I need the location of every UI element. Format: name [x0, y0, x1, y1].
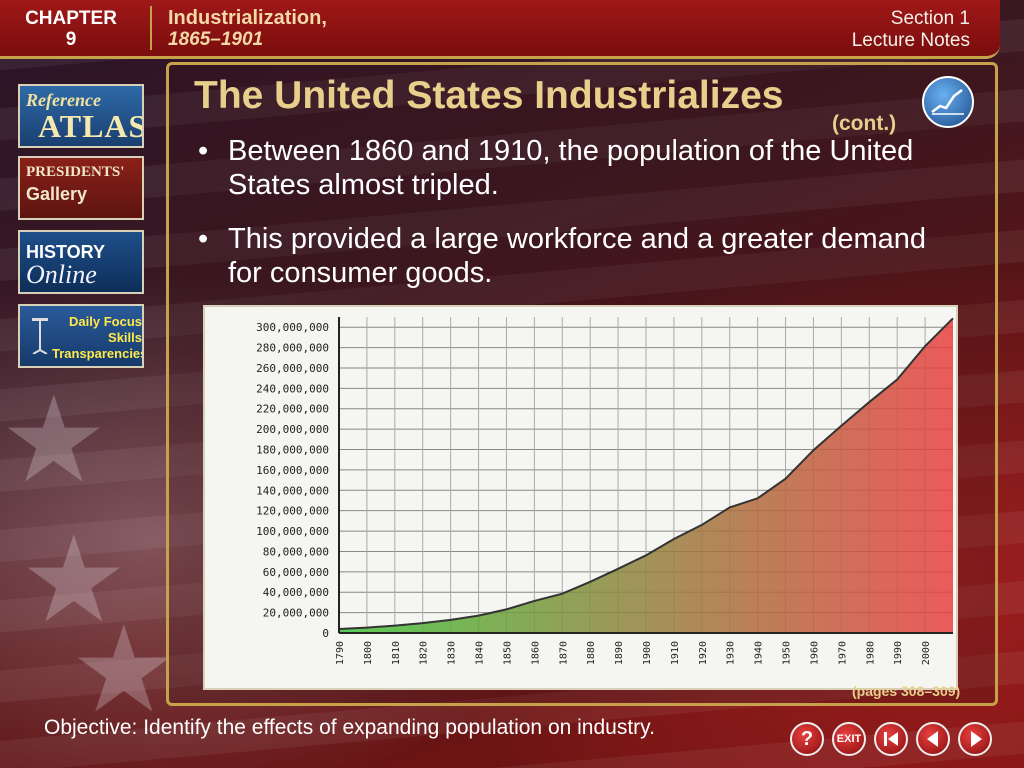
chapter-indicator: CHAPTER 9 — [16, 8, 126, 50]
x-tick-label: 1790 — [335, 641, 346, 665]
population-area — [339, 318, 953, 633]
y-tick-label: 100,000,000 — [256, 525, 329, 538]
pages-reference: (pages 308–309) — [852, 683, 961, 699]
y-tick-label: 260,000,000 — [256, 362, 329, 375]
x-tick-label: 1810 — [391, 641, 402, 665]
line-graph-icon — [931, 89, 964, 115]
reference-atlas-button[interactable]: Reference ATLAS — [18, 84, 144, 148]
x-tick-label: 1980 — [865, 641, 876, 665]
x-tick-label: 1950 — [782, 641, 793, 665]
flag-star: ★ — [20, 513, 128, 647]
y-tick-label: 240,000,000 — [256, 382, 329, 395]
slide-title: The United States Industrializes — [194, 74, 784, 117]
chapter-topic: Industrialization, 1865–1901 — [168, 7, 327, 51]
x-tick-label: 2000 — [921, 641, 932, 665]
first-icon — [884, 732, 898, 746]
presidents-line1: PRESIDENTS' — [26, 164, 125, 180]
history-online-button[interactable]: HISTORY Online — [18, 230, 144, 294]
history-line1: HISTORY — [26, 242, 106, 262]
atlas-line1: Reference — [26, 90, 101, 110]
back-icon — [927, 731, 938, 747]
bullet-text: This provided a large workforce and a gr… — [228, 223, 926, 289]
x-tick-label: 1860 — [530, 641, 541, 665]
y-tick-label: 280,000,000 — [256, 342, 329, 355]
y-tick-label: 300,000,000 — [256, 321, 329, 334]
presidents-line2: Gallery — [26, 184, 88, 204]
easel-icon — [32, 318, 48, 354]
x-tick-label: 1880 — [586, 641, 597, 665]
x-tick-label: 1960 — [809, 641, 820, 665]
header-divider — [150, 6, 152, 50]
population-line — [338, 317, 954, 630]
presidents-gallery-button[interactable]: PRESIDENTS' Gallery — [18, 156, 144, 220]
x-tick-label: 1930 — [726, 641, 737, 665]
x-tick-label: 1830 — [447, 641, 458, 665]
y-tick-label: 60,000,000 — [263, 566, 329, 579]
previous-slide-button[interactable] — [916, 722, 950, 756]
help-label: ? — [800, 728, 814, 750]
objective-text: Objective: Identify the effects of expan… — [44, 716, 655, 739]
daily-focus-label: Daily Focus Skills Transparencies — [52, 314, 144, 361]
y-tick-label: 140,000,000 — [256, 484, 329, 497]
topic-title: Industrialization, — [168, 7, 327, 29]
exit-label: EXIT — [836, 733, 862, 745]
next-slide-button[interactable] — [958, 722, 992, 756]
bullet-list: • Between 1860 and 1910, the population o… — [190, 134, 950, 310]
population-chart: 0 20,000,000 40,000,000 60,000,000 80,000,00… — [203, 305, 958, 690]
continued-label: (cont.) — [832, 112, 897, 135]
x-tick-label: 1870 — [558, 641, 569, 665]
next-icon — [971, 731, 982, 747]
y-tick-label: 40,000,000 — [263, 586, 329, 599]
daily-focus-skills-button[interactable]: Daily Focus Skills Transparencies — [18, 304, 144, 368]
x-tick-label: 1910 — [670, 641, 681, 665]
topic-years: 1865–1901 — [168, 29, 264, 50]
x-tick-label: 1990 — [893, 641, 904, 665]
y-tick-label: 220,000,000 — [256, 403, 329, 416]
section-indicator: Section 1 Lecture Notes — [852, 8, 970, 52]
chapter-header: CHAPTER 9 Industrialization, 1865–1901 S… — [0, 0, 1000, 59]
chart-globe-icon[interactable] — [922, 76, 974, 128]
y-tick-label: 160,000,000 — [256, 464, 329, 477]
section-label: Section 1 — [890, 8, 970, 29]
bullet-text: Between 1860 and 1910, the population of… — [228, 135, 914, 201]
x-tick-label: 1840 — [475, 641, 486, 665]
x-tick-label: 1940 — [754, 641, 765, 665]
bullet-dot-icon: • — [198, 135, 209, 167]
x-tick-label: 1850 — [502, 641, 513, 665]
bullet-item: • Between 1860 and 1910, the population o… — [190, 134, 950, 202]
flag-star: ★ — [0, 373, 108, 507]
chapter-number: 9 — [65, 29, 77, 50]
first-slide-button[interactable] — [874, 722, 908, 756]
section-subtitle: Lecture Notes — [851, 30, 970, 51]
x-tick-label: 1920 — [698, 641, 709, 665]
x-tick-label: 1800 — [363, 641, 374, 665]
history-line2: Online — [26, 260, 97, 289]
y-tick-label: 180,000,000 — [256, 444, 329, 457]
atlas-line2: ATLAS — [38, 108, 144, 144]
bullet-dot-icon: • — [198, 223, 209, 255]
help-button[interactable]: ? — [790, 722, 824, 756]
flag-star: ★ — [70, 603, 178, 737]
chapter-label: CHAPTER — [25, 8, 117, 29]
y-tick-label: 200,000,000 — [256, 423, 329, 436]
population-chart-svg: 0 20,000,000 40,000,000 60,000,000 80,000,00… — [256, 317, 954, 665]
x-tick-label: 1970 — [837, 641, 848, 665]
x-tick-label: 1900 — [642, 641, 653, 665]
x-tick-label: 1890 — [614, 641, 625, 665]
y-tick-label: 80,000,000 — [263, 545, 329, 558]
bullet-item: • This provided a large workforce and a g… — [190, 222, 950, 290]
y-tick-label: 20,000,000 — [263, 607, 329, 620]
y-tick-label: 0 — [322, 627, 329, 640]
y-tick-label: 120,000,000 — [256, 505, 329, 518]
exit-button[interactable]: EXIT — [832, 722, 866, 756]
x-tick-label: 1820 — [419, 641, 430, 665]
